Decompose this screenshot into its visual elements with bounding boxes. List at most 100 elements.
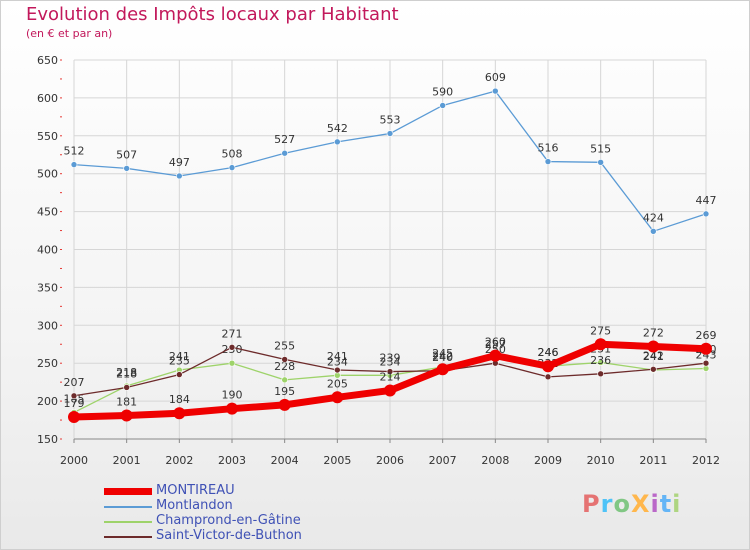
data-point xyxy=(331,391,344,404)
y-tick-label: 400 xyxy=(37,244,58,257)
data-point xyxy=(544,373,552,381)
data-point xyxy=(123,165,130,172)
x-tick-label: 2008 xyxy=(481,454,509,467)
data-label: 512 xyxy=(64,145,85,158)
proxiti-logo: ProXiti xyxy=(582,490,681,518)
data-point xyxy=(281,376,288,384)
data-point xyxy=(386,368,394,375)
x-tick-label: 2005 xyxy=(323,454,351,467)
data-point xyxy=(700,342,712,355)
data-point xyxy=(228,164,236,171)
data-point xyxy=(542,360,554,373)
y-tick-label: 600 xyxy=(37,92,58,105)
data-point xyxy=(228,343,236,351)
data-label: 234 xyxy=(327,355,348,368)
y-tick-label: 200 xyxy=(37,395,58,408)
data-label: 246 xyxy=(538,346,559,359)
data-label: 218 xyxy=(116,367,137,380)
logo-letter: X xyxy=(630,490,651,518)
data-label: 205 xyxy=(327,377,348,390)
data-point xyxy=(176,172,183,180)
data-label: 214 xyxy=(380,370,401,383)
data-label: 207 xyxy=(64,376,85,389)
data-label: 245 xyxy=(432,347,453,360)
data-label: 234 xyxy=(380,355,401,368)
data-label: 218 xyxy=(116,366,137,379)
y-tick-label: 300 xyxy=(37,319,58,332)
data-label: 272 xyxy=(643,327,664,340)
legend-swatch xyxy=(104,521,152,523)
data-label: 240 xyxy=(432,351,453,364)
data-label: 239 xyxy=(380,352,401,365)
logo-letter: i xyxy=(650,490,660,518)
data-point xyxy=(70,161,78,168)
data-label: 507 xyxy=(116,148,137,161)
data-point xyxy=(68,411,80,424)
data-point xyxy=(176,371,183,378)
data-label: 553 xyxy=(380,114,401,127)
data-point xyxy=(70,392,78,400)
data-label: 228 xyxy=(274,360,295,373)
x-tick-label: 2007 xyxy=(429,454,457,467)
data-point xyxy=(120,409,133,422)
data-label: 184 xyxy=(169,393,190,406)
data-point xyxy=(492,87,499,95)
data-point xyxy=(597,370,604,378)
data-label: 609 xyxy=(485,71,506,84)
x-tick-label: 2000 xyxy=(60,454,88,467)
data-point xyxy=(594,338,607,351)
data-point xyxy=(278,398,291,411)
data-label: 246 xyxy=(538,346,559,359)
data-point xyxy=(334,138,341,146)
legend-label: Champrond-en-Gâtine xyxy=(156,513,301,528)
data-point xyxy=(597,159,604,166)
logo-letter: t xyxy=(659,490,673,518)
data-label: 190 xyxy=(222,389,243,402)
data-point xyxy=(386,130,394,137)
x-tick-label: 2009 xyxy=(534,454,562,467)
data-label: 255 xyxy=(274,339,295,352)
data-point xyxy=(123,384,130,391)
data-point xyxy=(436,363,449,376)
data-label: 516 xyxy=(538,142,559,155)
x-tick-label: 2011 xyxy=(639,454,667,467)
data-label: 181 xyxy=(116,396,137,409)
data-label: 515 xyxy=(590,142,611,155)
y-tick-label: 500 xyxy=(37,168,58,181)
data-label: 242 xyxy=(432,349,453,362)
y-tick-label: 250 xyxy=(37,357,58,370)
legend-label: Saint-Victor-de-Buthon xyxy=(156,528,302,543)
legend-swatch xyxy=(104,506,152,508)
x-tick-label: 2006 xyxy=(376,454,404,467)
data-point xyxy=(281,356,288,363)
data-label: 508 xyxy=(222,148,243,161)
y-tick-label: 350 xyxy=(37,281,58,294)
x-tick-label: 2010 xyxy=(587,454,615,467)
y-tick-label: 650 xyxy=(37,54,58,67)
x-tick-label: 2012 xyxy=(692,454,720,467)
data-point xyxy=(544,158,552,165)
data-point xyxy=(702,359,710,367)
logo-letter: i xyxy=(672,490,682,518)
data-point xyxy=(702,210,710,218)
data-point xyxy=(439,102,446,109)
x-tick-label: 2002 xyxy=(165,454,193,467)
data-label: 424 xyxy=(643,211,664,224)
data-point xyxy=(384,384,396,397)
logo-letter: P xyxy=(582,490,601,518)
logo-letter: r xyxy=(600,490,614,518)
data-point xyxy=(228,359,236,367)
data-label: 542 xyxy=(327,122,348,135)
data-label: 497 xyxy=(169,156,190,169)
data-point xyxy=(226,402,238,415)
data-label: 235 xyxy=(169,355,190,368)
data-point xyxy=(489,349,502,362)
data-point xyxy=(334,366,341,374)
chart-subtitle: (en € et par an) xyxy=(26,27,113,40)
data-label: 527 xyxy=(274,133,295,146)
data-point xyxy=(281,149,288,157)
data-label: 271 xyxy=(222,327,243,340)
data-point xyxy=(650,228,657,235)
y-tick-label: 450 xyxy=(37,206,58,219)
